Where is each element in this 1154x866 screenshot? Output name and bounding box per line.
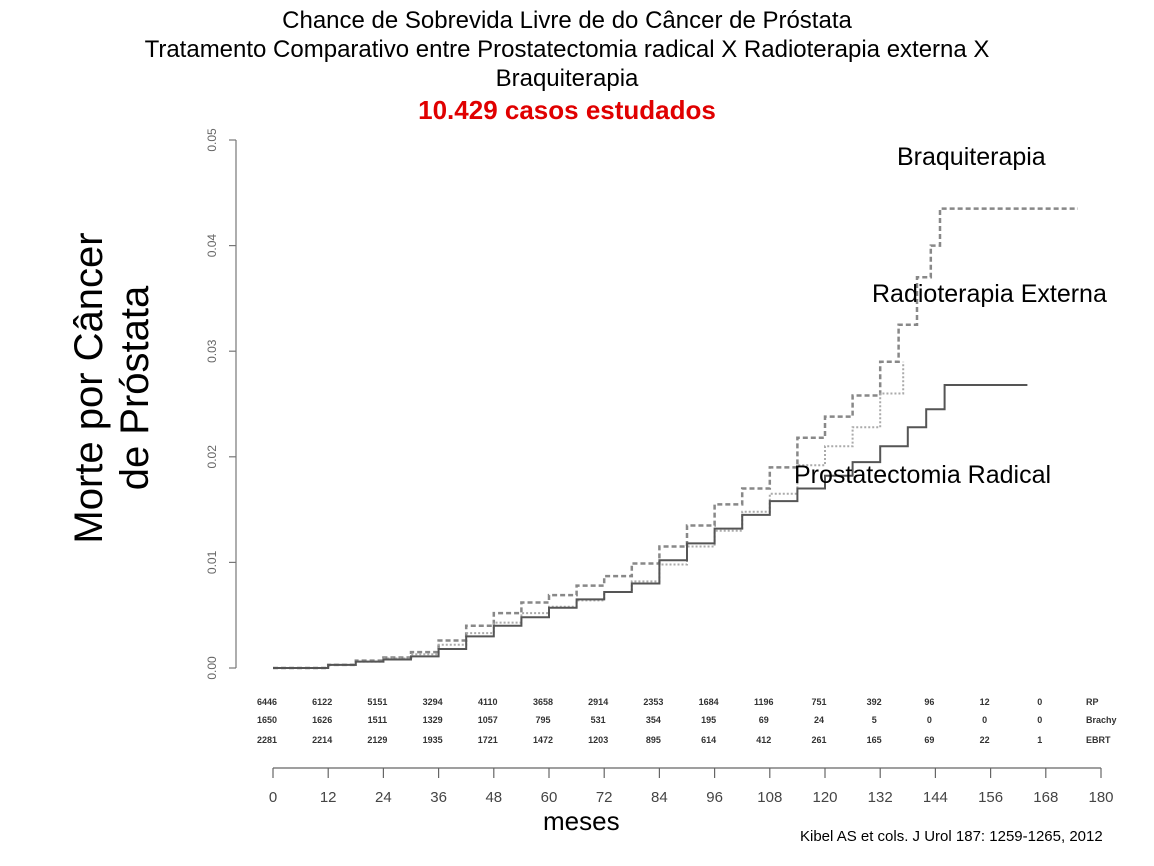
source-citation: Kibel AS et cols. J Urol 187: 1259-1265,…	[800, 828, 1103, 845]
risk-table-cell: 195	[701, 715, 716, 725]
title-block: Chance de Sobrevida Livre de do Câncer d…	[0, 6, 1134, 125]
risk-table-cell: 12	[980, 697, 990, 707]
risk-table-cell: 0	[1037, 715, 1042, 725]
title-line-3: Braquiterapia	[495, 65, 639, 92]
risk-table-cell: 1721	[478, 735, 498, 745]
risk-table-row-label: Brachy	[1086, 715, 1117, 725]
risk-table-cell: 392	[867, 697, 882, 707]
cases-count: 10.429 casos estudados	[418, 95, 716, 125]
risk-table-cell: 1	[1037, 735, 1042, 745]
x-tick-label: 108	[757, 789, 782, 806]
title-line-2: Tratamento Comparativo entre Prostatecto…	[144, 36, 990, 63]
x-tick-label: 36	[430, 789, 447, 806]
risk-table-cell: 69	[759, 715, 769, 725]
y-tick-label: 0.05	[205, 128, 219, 152]
title-line-1: Chance de Sobrevida Livre de do Câncer d…	[282, 7, 852, 34]
x-tick-label: 120	[812, 789, 837, 806]
risk-table-cell: 6446	[257, 697, 277, 707]
legend-label-prostatectomia-radical: Prostatectomia Radical	[794, 461, 1052, 489]
risk-table-cell: 0	[1037, 697, 1042, 707]
risk-table-cell: 3294	[423, 697, 443, 707]
risk-table-cell: 165	[867, 735, 882, 745]
risk-table-cell: 354	[646, 715, 661, 725]
x-tick-label: 144	[923, 789, 948, 806]
risk-table-cell: 2129	[367, 735, 387, 745]
risk-table-cell: 0	[927, 715, 932, 725]
y-tick-label: 0.04	[205, 234, 219, 258]
risk-table-cell: 2214	[312, 735, 332, 745]
risk-table-cell: 1329	[423, 715, 443, 725]
risk-table-cell: 1196	[754, 697, 774, 707]
y-tick-label: 0.00	[205, 656, 219, 680]
x-tick-label: 12	[320, 789, 337, 806]
risk-table-cell: 531	[591, 715, 606, 725]
risk-table-row-label: RP	[1086, 697, 1099, 707]
risk-table-cell: 261	[811, 735, 826, 745]
series-line-1	[273, 361, 905, 669]
risk-table-cell: 3658	[533, 697, 553, 707]
risk-table-cell: 1935	[423, 735, 443, 745]
x-tick-label: 24	[375, 789, 392, 806]
risk-table-cell: 1684	[699, 697, 719, 707]
risk-table-cell: 96	[924, 697, 934, 707]
risk-table-cell: 22	[980, 735, 990, 745]
risk-table-cell: 614	[701, 735, 716, 745]
x-tick-label: 60	[541, 789, 558, 806]
risk-table-cell: 0	[982, 715, 987, 725]
x-tick-label: 48	[485, 789, 502, 806]
series-line-0	[273, 207, 1078, 670]
x-tick-label: 96	[706, 789, 723, 806]
risk-table-cell: 2353	[643, 697, 663, 707]
x-tick-label: 180	[1088, 789, 1113, 806]
risk-table-cell: 795	[535, 715, 550, 725]
risk-table-cell: 2914	[588, 697, 608, 707]
risk-table-cell: 1472	[533, 735, 553, 745]
series-line-2	[273, 383, 1028, 669]
y-tick-label: 0.01	[205, 550, 219, 574]
x-tick-label: 156	[978, 789, 1003, 806]
risk-table-cell: 1511	[368, 715, 388, 725]
risk-table-cell: 24	[814, 715, 824, 725]
legend-label-radioterapia-externa: Radioterapia Externa	[872, 280, 1107, 308]
risk-table-cell: 1626	[312, 715, 332, 725]
x-tick-label: 132	[868, 789, 893, 806]
risk-table-cell: 6122	[312, 697, 332, 707]
x-tick-label: 168	[1033, 789, 1058, 806]
risk-table-cell: 1057	[478, 715, 498, 725]
risk-table-cell: 895	[646, 735, 661, 745]
risk-table-cell: 412	[756, 735, 771, 745]
x-axis-label: meses	[543, 806, 620, 836]
y-tick-label: 0.03	[205, 339, 219, 363]
y-tick-label: 0.02	[205, 445, 219, 469]
x-tick-label: 0	[269, 789, 277, 806]
risk-table-cell: 751	[811, 697, 826, 707]
x-tick-label: 84	[651, 789, 668, 806]
x-tick-label: 72	[596, 789, 613, 806]
risk-table-cell: 69	[924, 735, 934, 745]
risk-table-cell: 5	[872, 715, 877, 725]
risk-table-cell: 2281	[257, 735, 277, 745]
risk-table-cell: 5151	[367, 697, 387, 707]
risk-table-cell: 4110	[478, 697, 498, 707]
risk-table-cell: 1650	[257, 715, 277, 725]
risk-table-cell: 1203	[588, 735, 608, 745]
legend-label-braquiterapia: Braquiterapia	[897, 143, 1046, 171]
risk-table-row-label: EBRT	[1086, 735, 1111, 745]
